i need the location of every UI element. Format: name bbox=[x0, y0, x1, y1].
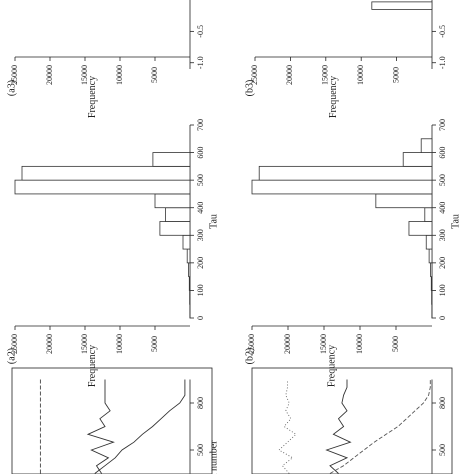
bar bbox=[430, 276, 433, 291]
bar bbox=[430, 262, 433, 278]
bar bbox=[428, 248, 433, 264]
bar bbox=[154, 193, 191, 209]
y-tick-label: 15000 bbox=[80, 334, 89, 354]
panel-label: (b3) bbox=[244, 80, 255, 97]
bar bbox=[420, 138, 433, 153]
x-tick-label: 600 bbox=[438, 147, 447, 159]
bar bbox=[159, 221, 191, 236]
y-tick-label: 10000 bbox=[355, 334, 364, 354]
x-tick-label: -1.0 bbox=[438, 56, 447, 69]
bar bbox=[251, 179, 433, 195]
y-axis-title: Frequency bbox=[328, 76, 339, 118]
series-line bbox=[86, 379, 115, 474]
x-tick-label: 0 bbox=[438, 316, 447, 320]
y-axis-title: Frequency bbox=[326, 345, 337, 387]
bar bbox=[152, 152, 191, 167]
x-tick-label: -0.5 bbox=[196, 25, 205, 38]
y-tick-label: 5000 bbox=[391, 67, 400, 83]
bar bbox=[425, 234, 433, 250]
y-tick-label: 10000 bbox=[115, 65, 124, 85]
y-tick-label: 5000 bbox=[150, 67, 159, 83]
x-tick-label: 100 bbox=[438, 284, 447, 296]
bar bbox=[21, 165, 191, 181]
x-tick-label: 300 bbox=[438, 229, 447, 241]
y-tick-label: 5000 bbox=[391, 336, 400, 352]
bar bbox=[188, 276, 191, 291]
x-tick-label: 400 bbox=[196, 202, 205, 214]
bar bbox=[14, 179, 191, 195]
panel-label: (b2) bbox=[244, 348, 255, 365]
series-line bbox=[94, 379, 186, 474]
y-tick-label: 20000 bbox=[45, 334, 54, 354]
x-axis-title: Tau bbox=[450, 214, 461, 229]
y-tick-label: 20000 bbox=[285, 65, 294, 85]
x-tick-label: 200 bbox=[196, 257, 205, 269]
x-tick-label: -0.5 bbox=[438, 25, 447, 38]
y-tick-label: 15000 bbox=[80, 65, 89, 85]
bar bbox=[186, 248, 191, 264]
x-tick-label: 800 bbox=[438, 397, 447, 409]
y-tick-label: 20000 bbox=[283, 334, 292, 354]
x-tick-label: 800 bbox=[196, 397, 205, 409]
y-axis-title: Frequency bbox=[87, 345, 98, 387]
panel-label: (a2) bbox=[6, 348, 17, 364]
bar bbox=[188, 262, 191, 278]
series-line bbox=[329, 379, 431, 474]
x-tick-label: 300 bbox=[196, 229, 205, 241]
x-tick-label: 0 bbox=[196, 316, 205, 320]
series-line bbox=[325, 379, 352, 474]
x-axis-title: Tau bbox=[208, 214, 219, 229]
bar bbox=[402, 152, 433, 167]
y-tick-label: 10000 bbox=[115, 334, 124, 354]
y-tick-label: 25000 bbox=[10, 65, 19, 85]
bar bbox=[258, 165, 433, 181]
y-tick-label: 5000 bbox=[150, 336, 159, 352]
bar bbox=[424, 207, 433, 222]
x-tick-label: 700 bbox=[196, 119, 205, 131]
y-tick-label: 15000 bbox=[321, 65, 330, 85]
panel-b1-frame bbox=[251, 367, 453, 474]
bar bbox=[371, 1, 433, 10]
y-tick-label: 20000 bbox=[45, 65, 54, 85]
panel-label: (a3) bbox=[6, 80, 17, 96]
x-tick-label: 500 bbox=[196, 174, 205, 186]
y-axis-title: Frequency bbox=[87, 76, 98, 118]
y-tick-label: 25000 bbox=[10, 334, 19, 354]
x-tick-label: -1.0 bbox=[196, 56, 205, 69]
bar bbox=[375, 193, 433, 209]
x-tick-label: 100 bbox=[196, 284, 205, 296]
x-tick-label: 600 bbox=[196, 147, 205, 159]
x-axis-title: n number bbox=[208, 440, 219, 474]
y-tick-label: 25000 bbox=[247, 334, 256, 354]
x-tick-label: 200 bbox=[438, 257, 447, 269]
y-tick-label: 25000 bbox=[250, 65, 259, 85]
x-tick-label: 500 bbox=[438, 444, 447, 456]
panel-a1-frame bbox=[11, 367, 213, 474]
y-tick-label: 15000 bbox=[319, 334, 328, 354]
x-tick-label: 700 bbox=[438, 119, 447, 131]
x-tick-label: 500 bbox=[196, 444, 205, 456]
x-tick-label: 400 bbox=[438, 202, 447, 214]
bar bbox=[408, 221, 433, 236]
y-tick-label: 10000 bbox=[356, 65, 365, 85]
bar bbox=[165, 207, 191, 222]
x-tick-label: 500 bbox=[438, 174, 447, 186]
bar bbox=[182, 234, 191, 250]
